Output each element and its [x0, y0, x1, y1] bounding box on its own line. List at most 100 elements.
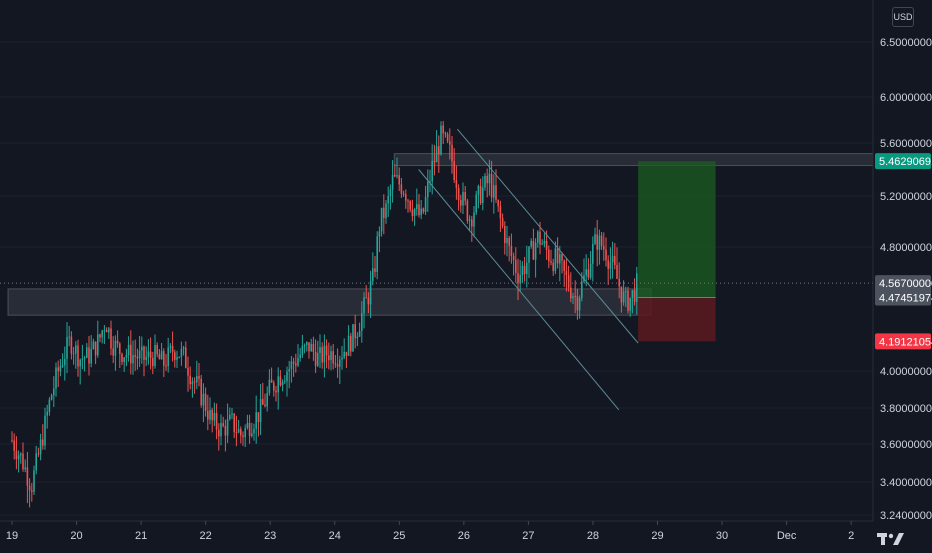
candle-body [167, 347, 169, 366]
candle-body [105, 330, 108, 333]
stop-loss-zone[interactable] [638, 297, 716, 342]
time-tick-label: 27 [522, 530, 534, 542]
candle-body [405, 194, 407, 201]
candle-body [424, 197, 427, 212]
candle-body [576, 296, 579, 311]
candle-body [614, 256, 616, 266]
channel-line[interactable] [418, 169, 620, 411]
candle-body [561, 254, 563, 261]
candle-body [235, 432, 238, 434]
candle-body [497, 199, 499, 207]
candle-body [288, 369, 290, 372]
candle-body [466, 200, 469, 221]
candle-body [178, 356, 180, 358]
entry-badge-text: 4.47451974 [879, 292, 932, 304]
take-profit-zone[interactable] [638, 161, 716, 298]
candle-body [455, 180, 458, 188]
candle-body [182, 347, 185, 349]
candle-body [213, 413, 216, 421]
candle-body [523, 265, 526, 275]
candle-body [328, 355, 330, 361]
candle-body [253, 428, 255, 434]
candle-body [110, 328, 112, 349]
currency-selector[interactable]: USD [892, 7, 914, 27]
candle-body [92, 341, 95, 350]
candle-body [394, 174, 396, 177]
candle-body [295, 363, 297, 366]
candle-body [290, 361, 293, 370]
candle-body [266, 393, 268, 407]
candle-body [86, 347, 88, 358]
candle-body [559, 254, 561, 264]
candle-body [442, 125, 444, 134]
candle-body [631, 290, 634, 298]
price-axis[interactable]: 6.50000000 6.00000000 5.60000000 5.20000000… [880, 37, 932, 522]
candle-body [207, 411, 209, 420]
candle-body [149, 351, 152, 358]
candle-body [592, 243, 594, 264]
candle-body [460, 200, 462, 206]
candle-body [138, 350, 141, 359]
candle-body [202, 393, 205, 406]
candle-body [521, 265, 524, 276]
candle-body [79, 359, 81, 367]
time-axis[interactable]: 19 20 21 22 23 24 25 26 27 28 29 30 Dec 2 [6, 521, 854, 542]
candle-body [550, 261, 552, 263]
candle-body [361, 313, 363, 331]
candle-body [391, 174, 394, 190]
candle-body [240, 428, 242, 436]
candle-body [229, 414, 231, 420]
candles-layer [11, 121, 638, 508]
price-tick-label: 5.20000000 [880, 191, 932, 203]
candle-body [603, 245, 605, 250]
candle-body [15, 450, 18, 460]
candle-body [506, 237, 508, 244]
candle-body [22, 453, 24, 470]
candle-body [11, 440, 13, 442]
candle-body [143, 346, 145, 360]
candle-body [72, 353, 75, 355]
candle-body [598, 235, 601, 250]
time-tick-label: 28 [587, 530, 599, 542]
resistance-zone[interactable] [393, 153, 874, 167]
candle-body [354, 324, 356, 339]
price-tick-label: 6.50000000 [880, 37, 932, 49]
candle-body [66, 337, 68, 359]
candle-body [308, 342, 310, 352]
candle-body [629, 297, 631, 311]
price-tick-label: 3.24000000 [880, 510, 932, 522]
candle-body [279, 376, 282, 386]
support-zone[interactable] [7, 288, 652, 316]
candle-body [453, 161, 455, 181]
candle-body [218, 429, 220, 437]
candle-body [383, 207, 385, 219]
candle-body [169, 346, 172, 348]
candle-body [255, 412, 257, 429]
candle-body [275, 390, 277, 393]
candle-body [339, 359, 341, 367]
stop-loss-badge [875, 333, 931, 350]
candle-body [341, 357, 343, 360]
candle-body [435, 146, 438, 163]
candle-body [57, 367, 59, 372]
candle-body [174, 352, 176, 360]
candle-body [418, 204, 420, 216]
candle-body [160, 351, 163, 360]
candle-body [554, 248, 557, 271]
candle-body [633, 290, 636, 302]
candle-body [121, 353, 123, 363]
candle-body [528, 246, 530, 263]
time-tick-label: 21 [135, 530, 147, 542]
candle-body [237, 428, 240, 433]
candle-body [191, 381, 194, 385]
channel-line[interactable] [457, 128, 639, 344]
candle-body [180, 348, 183, 357]
tradingview-logo-icon [876, 530, 906, 548]
candle-body [20, 453, 22, 456]
candle-body [99, 334, 101, 338]
candle-body [609, 262, 612, 269]
candle-body [185, 347, 187, 368]
candle-body [407, 200, 409, 202]
candle-body [257, 412, 260, 423]
